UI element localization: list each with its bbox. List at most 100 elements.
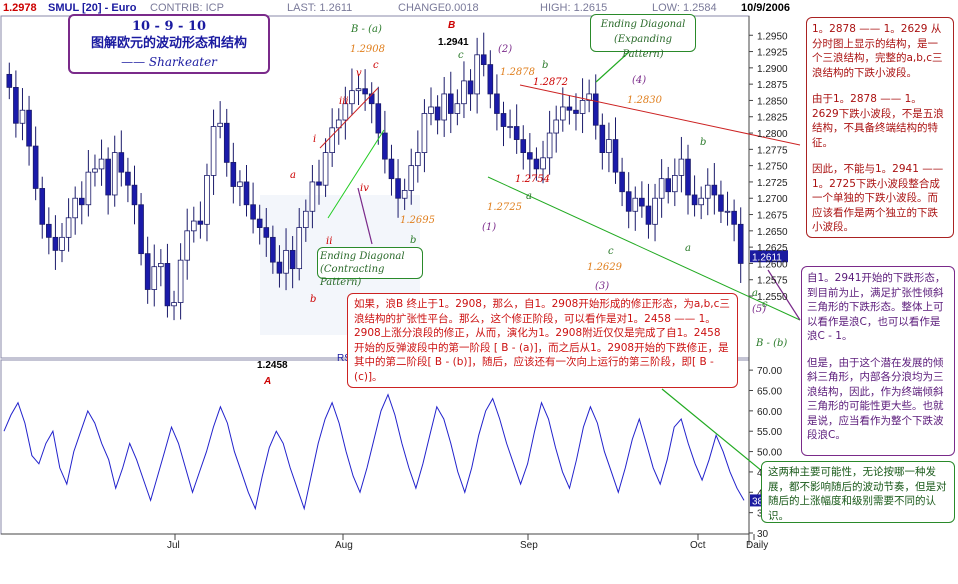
candle-body — [98, 158, 105, 170]
header-last: LAST: 1.2611 — [287, 2, 353, 14]
candle-body — [144, 253, 151, 290]
note-bottom-right: 这两种主要可能性，无论按哪一种发展，都不影响随后的波动节奏，但是对随后的上涨幅度… — [761, 461, 955, 523]
wave-label: 1.2629 — [587, 262, 622, 273]
candle-body — [395, 178, 401, 199]
price-tick-label: 1.2750 — [757, 162, 788, 173]
ending-contracting-line2: (Contracting Pattern) — [320, 264, 385, 288]
note-bottom-right-text: 这两种主要可能性，无论按哪一种发展，都不影响随后的波动节奏，但是对随后的上涨幅度… — [768, 466, 947, 522]
candle-body — [322, 152, 329, 186]
candle-body — [296, 227, 303, 270]
candle-body — [672, 175, 678, 193]
candle-body — [342, 103, 349, 121]
rsi-tick-label: 60.00 — [757, 407, 782, 418]
wave-label: c — [373, 60, 379, 71]
price-tick-label: 1.2625 — [757, 243, 788, 254]
candle-body — [256, 218, 263, 228]
price-tick-label: 1.2875 — [757, 80, 788, 91]
wave-label: b — [410, 235, 417, 246]
candle-body — [375, 103, 382, 134]
note-top-right: 1。2878 —— 1。2629 从分时图上显示的结构，是一个三浪结构，完整的a… — [806, 17, 954, 238]
price-tick-label: 1.2700 — [757, 194, 788, 205]
candle-body — [335, 119, 342, 129]
x-tick-label: Sep — [520, 540, 538, 551]
chart-header: 1.2978 SMUL [20] - Euro CONTRIB: ICP LAS… — [0, 0, 958, 16]
candle-body — [480, 54, 487, 65]
candle-body — [164, 263, 171, 307]
wave-label: (5) — [752, 304, 767, 315]
candle-body — [579, 100, 586, 114]
wave-label: B - (b) — [756, 338, 788, 349]
header-symbol: SMUL [20] - Euro — [48, 2, 137, 14]
candle-body — [138, 204, 144, 255]
candle-body — [118, 152, 125, 173]
candle-body — [678, 158, 685, 176]
header-contrib: CONTRIB: ICP — [150, 2, 224, 14]
note-top-right-p1: 1。2878 —— 1。2629 从分时图上显示的结构，是一个三浪结构，完整的a… — [812, 23, 943, 79]
price-tick-label: 1.2900 — [757, 64, 788, 75]
candle-body — [461, 80, 467, 105]
candle-body — [190, 220, 197, 232]
header-date: 10/9/2006 — [741, 2, 790, 14]
rsi-current-label: 38 — [752, 496, 764, 507]
wave-label: (3) — [595, 281, 610, 292]
candle-body — [210, 126, 217, 176]
wave-label: 1.2830 — [627, 95, 662, 106]
wave-label: 1.2754 — [515, 174, 550, 185]
candle-body — [625, 191, 632, 212]
candle-body — [355, 88, 362, 92]
header-corner-value: 1.2978 — [3, 2, 37, 14]
rsi-panel-title: RSI — [337, 353, 354, 364]
candle-body — [632, 197, 639, 212]
candle-body — [303, 210, 309, 228]
wave-label: a — [685, 243, 691, 254]
ending-contracting-line1: Ending Diagonal — [320, 251, 405, 262]
x-tick-label: Daily — [746, 540, 768, 551]
candle-body — [388, 158, 395, 180]
candle-body — [237, 181, 243, 187]
candle-body — [171, 302, 177, 307]
wave-label: 1.2908 — [350, 44, 385, 55]
candle-body — [19, 109, 26, 124]
candle-body — [204, 175, 210, 225]
wave-label: 1.2878 — [500, 67, 535, 78]
candle-body — [507, 126, 513, 128]
current-price-marker — [750, 250, 788, 263]
candle-body — [6, 73, 13, 88]
candle-body — [243, 181, 250, 206]
price-tick-label: 1.2600 — [757, 259, 788, 270]
candle-body — [316, 181, 322, 186]
price-tick-label: 1.2675 — [757, 211, 788, 222]
candle-body — [559, 106, 566, 121]
contracting-pointer — [357, 187, 373, 245]
x-tick-label: Jul — [167, 540, 180, 551]
rsi-tick-label: 70.00 — [757, 366, 782, 377]
wave-label: iii — [339, 96, 349, 107]
candle-body — [177, 259, 184, 303]
ending-contracting-box: Ending Diagonal (Contracting Pattern) — [317, 247, 423, 288]
note-mid-right-p2: 但是，由于这个潜在发展的倾斜三角形，内部各分浪均为三浪结构，因此，作为终端倾斜三… — [807, 356, 944, 442]
price-tick-label: 1.2650 — [757, 227, 788, 238]
candle-body — [494, 93, 500, 114]
candle-body — [131, 184, 138, 206]
note-mid-right: 自1。2941开始的下跌形态，到目前为止，满足扩张性倾斜三角形的下跌形态。整体上… — [801, 266, 955, 456]
wave-label: c — [608, 246, 614, 257]
wave-label: a — [752, 288, 758, 299]
wave-label: B — [448, 20, 456, 31]
candle-body — [737, 223, 744, 264]
wave-label: 1.2695 — [400, 215, 435, 226]
candle-body — [65, 217, 72, 238]
wave-label: (4) — [632, 75, 647, 86]
wave-label: i — [313, 134, 317, 145]
wave-label: c — [458, 50, 464, 61]
candle-body — [309, 181, 316, 212]
price-tick-label: 1.2575 — [757, 276, 788, 287]
title-line3: —— Sharkeater — [121, 55, 217, 69]
wave-label: c — [762, 299, 768, 310]
candle-body — [72, 197, 78, 219]
price-tick-label: 1.2825 — [757, 113, 788, 124]
header-low: LOW: 1.2584 — [652, 2, 717, 14]
candle-body — [362, 88, 368, 95]
contracting-lower-line — [327, 129, 385, 219]
candle-body — [263, 227, 270, 238]
